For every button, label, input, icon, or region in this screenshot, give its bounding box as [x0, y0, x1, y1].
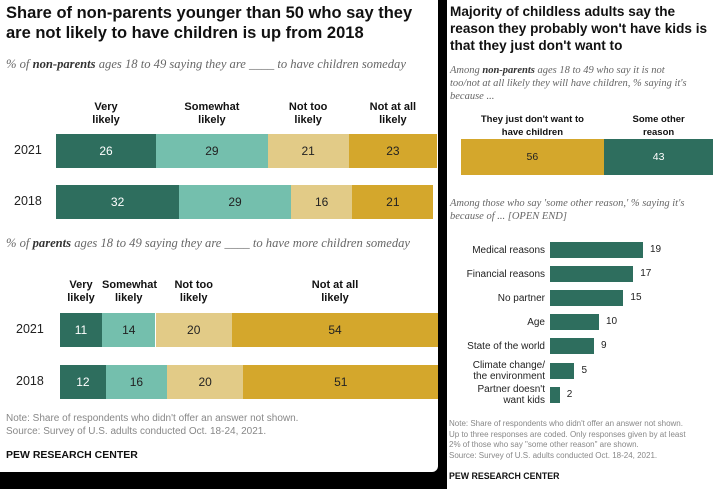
value-label: 19 — [650, 244, 662, 255]
row-label-2021: 2021 — [14, 143, 42, 157]
legend-some-other-reason: Some other reason — [632, 114, 685, 138]
category-label: Medical reasons — [472, 244, 545, 256]
legend-very-likely: Very likely — [92, 101, 120, 126]
row-label-2018: 2018 — [16, 374, 44, 388]
left-chart-panel: Share of non-parents younger than 50 who… — [0, 0, 439, 472]
right-chart-title: Majority of childless adults say the rea… — [450, 4, 708, 53]
left-note-text: Note: Share of respondents who didn't of… — [6, 413, 299, 424]
bar-segment: 12 — [60, 365, 106, 399]
right-subtitle-other: Among those who say 'some other reason,'… — [450, 198, 685, 222]
legend-not-at-all-likely: Not at all likely — [311, 279, 359, 304]
legend-not-too-likely: Not too likely — [174, 279, 213, 304]
value-label: 10 — [605, 316, 618, 327]
right-note: Note: Share of respondents who didn't of… — [449, 419, 686, 460]
legend-somewhat-likely: Somewhat likely — [184, 101, 240, 126]
bar-segment: 29 — [156, 134, 268, 168]
bar-segment: 21 — [352, 185, 434, 219]
category-label: Partner doesn't want kids — [477, 384, 545, 406]
category-label: Climate change/the environment — [472, 360, 545, 382]
legend-not-at-all-likely: Not at all likely — [369, 101, 417, 126]
bar-segment: 32 — [56, 185, 180, 219]
bar-segment: 54 — [231, 313, 439, 347]
value-label: 5 — [581, 365, 588, 376]
bar-segment: 29 — [179, 185, 291, 219]
bar-segment: 20 — [155, 313, 232, 347]
bar-segment: 16 — [105, 365, 167, 399]
bar-segment: 21 — [267, 134, 349, 168]
category-label: State of the world — [467, 340, 545, 352]
left-chart-title: Share of non-parents younger than 50 who… — [6, 4, 413, 42]
right-brand: PEW RESEARCH CENTER — [449, 471, 560, 481]
left-note: Note: Share of respondents who didn't of… — [6, 413, 298, 438]
legend-very-likely: Very likely — [67, 279, 95, 304]
right-chart-panel: Majority of childless adults say the rea… — [447, 0, 713, 489]
bar-segment: 11 — [60, 313, 103, 347]
left-source-text: Source: Survey of U.S. adults conducted … — [6, 425, 267, 437]
row-label-2018: 2018 — [14, 194, 42, 208]
category-label: No partner — [497, 292, 545, 304]
bar-segment: 16 — [290, 185, 353, 219]
bar — [550, 387, 560, 403]
bar-segment: 26 — [56, 134, 157, 168]
bar — [550, 242, 643, 258]
bar-segment: 51 — [243, 365, 439, 399]
bar-segment: 23 — [348, 134, 438, 168]
bar — [550, 363, 575, 379]
row-label-2021: 2021 — [16, 322, 44, 336]
value-label: 9 — [601, 340, 607, 351]
value-label: 17 — [640, 268, 652, 279]
category-label: Financial reasons — [466, 268, 545, 280]
value-label: 15 — [630, 292, 642, 303]
bar-segment: 43 — [603, 139, 713, 175]
legend-they-just-don-t-want-to-have-children: They just don't want to have children — [480, 114, 584, 138]
legend-not-too-likely: Not too likely — [288, 101, 328, 126]
category-label: Age — [527, 316, 545, 328]
bar-segment: 20 — [166, 365, 244, 399]
value-label: 2 — [566, 389, 573, 400]
right-subtitle-reason: Among non-parents ages 18 to 49 who say … — [450, 65, 687, 102]
bar-segment: 56 — [461, 139, 604, 175]
bar-segment: 14 — [102, 313, 156, 347]
bar — [550, 338, 595, 354]
legend-somewhat-likely: Somewhat likely — [102, 279, 158, 304]
left-subtitle-nonparents: % of non-parents ages 18 to 49 saying th… — [6, 57, 406, 71]
bar — [550, 290, 624, 306]
bar — [550, 266, 634, 282]
left-subtitle-parents: % of parents ages 18 to 49 saying they a… — [6, 236, 411, 250]
bar — [550, 314, 599, 330]
left-brand: PEW RESEARCH CENTER — [6, 449, 138, 461]
